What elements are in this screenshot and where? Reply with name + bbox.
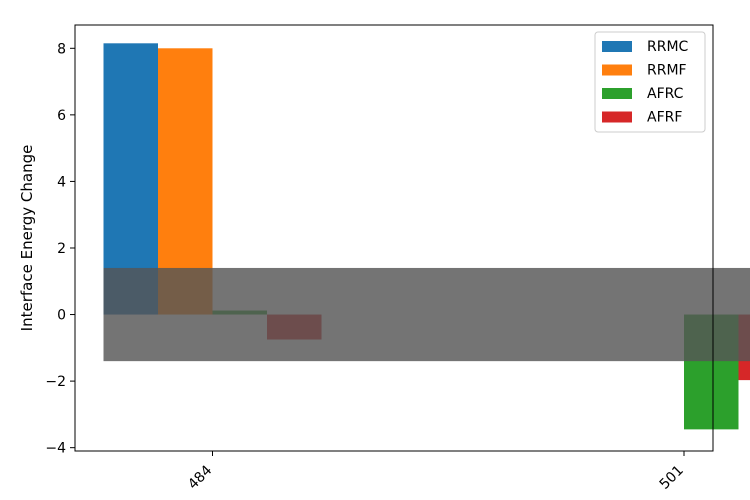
y-tick-label: −2 [45, 374, 66, 390]
plot-frame [74, 24, 714, 452]
legend-label-afrf: AFRF [647, 110, 682, 126]
y-tick-label: 6 [57, 108, 66, 124]
legend-swatch-afrc [602, 88, 632, 99]
x-tick-label: 484 [185, 462, 215, 492]
neutral-band [103, 267, 750, 362]
legend-swatch-rrmf [602, 64, 632, 76]
y-tick-label: −4 [45, 441, 66, 457]
legend-label-rrmf: RRMF [647, 63, 687, 79]
y-tick-label: 0 [57, 308, 66, 324]
legend-box [594, 31, 706, 133]
y-tick-label: 4 [57, 174, 66, 190]
x-axis: 484 501 [185, 451, 687, 493]
legend-label-rrmc: RRMC [647, 39, 689, 55]
y-axis: −4 −2 0 2 4 6 8 [45, 41, 75, 457]
y-tick-label: 8 [57, 41, 66, 57]
x-tick-label: 501 [657, 463, 687, 493]
y-axis-label: Interface Energy Change [18, 145, 36, 332]
legend-label-afrc: AFRC [647, 86, 684, 102]
legend[interactable]: RRMC RRMF AFRC AFRF [594, 31, 706, 133]
y-tick-label: 2 [57, 241, 66, 257]
legend-swatch-rrmc [602, 41, 632, 52]
legend-swatch-afrf [602, 111, 632, 123]
